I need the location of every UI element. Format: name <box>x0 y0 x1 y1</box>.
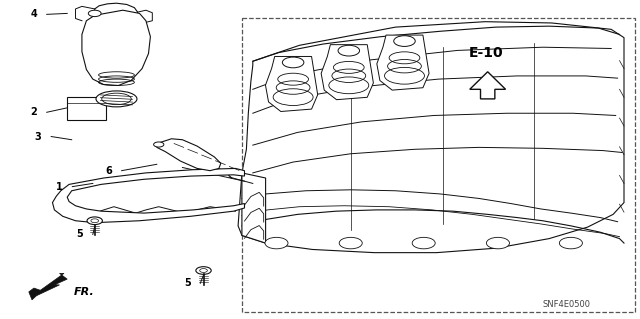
Polygon shape <box>157 139 221 171</box>
Polygon shape <box>377 35 429 90</box>
Text: FR.: FR. <box>74 287 94 297</box>
Ellipse shape <box>96 91 137 107</box>
Text: 4: 4 <box>30 9 37 19</box>
Text: 3: 3 <box>35 131 42 142</box>
Polygon shape <box>29 273 67 300</box>
Text: 6: 6 <box>105 166 112 176</box>
Text: SNF4E0500: SNF4E0500 <box>543 300 590 309</box>
Circle shape <box>196 267 211 274</box>
Circle shape <box>154 142 164 147</box>
Circle shape <box>486 237 509 249</box>
Circle shape <box>394 36 415 47</box>
Circle shape <box>88 10 101 17</box>
Circle shape <box>412 237 435 249</box>
Polygon shape <box>82 10 150 85</box>
Circle shape <box>91 219 99 223</box>
Text: E-10: E-10 <box>469 46 504 60</box>
Polygon shape <box>52 168 244 223</box>
Text: 5: 5 <box>76 229 83 240</box>
Polygon shape <box>321 45 373 100</box>
Polygon shape <box>238 22 624 253</box>
Text: 1: 1 <box>56 182 63 192</box>
Circle shape <box>87 217 102 225</box>
Circle shape <box>200 269 207 272</box>
Circle shape <box>282 57 304 68</box>
Polygon shape <box>242 173 266 243</box>
Polygon shape <box>470 72 506 99</box>
Circle shape <box>559 237 582 249</box>
Text: 5: 5 <box>184 278 191 288</box>
Circle shape <box>265 237 288 249</box>
Text: 2: 2 <box>30 107 37 117</box>
Polygon shape <box>266 56 317 112</box>
Circle shape <box>338 45 360 56</box>
Circle shape <box>339 237 362 249</box>
